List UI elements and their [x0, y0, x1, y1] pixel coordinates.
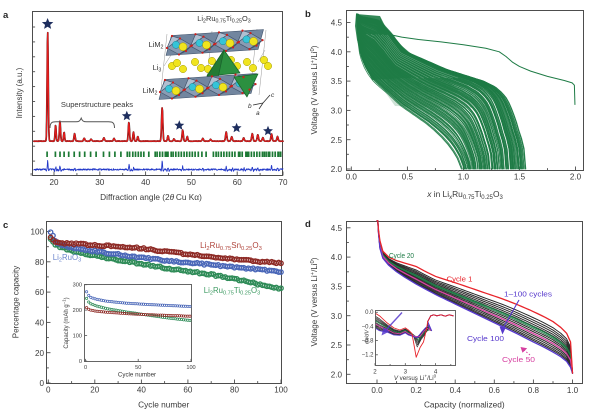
- svg-text:−0.4: −0.4: [362, 324, 375, 330]
- svg-text:Cycle 1: Cycle 1: [447, 275, 473, 284]
- svg-text:Capacity (normalized): Capacity (normalized): [424, 400, 505, 410]
- svg-text:Cycle number: Cycle number: [118, 372, 156, 379]
- svg-text:4: 4: [434, 369, 438, 376]
- svg-text:2.5: 2.5: [331, 136, 343, 145]
- svg-text:LiM2: LiM2: [149, 40, 164, 51]
- svg-text:b: b: [248, 103, 252, 110]
- svg-text:0: 0: [84, 365, 87, 371]
- svg-text:a: a: [3, 10, 9, 21]
- svg-text:0.0: 0.0: [346, 173, 358, 182]
- svg-text:60: 60: [233, 178, 243, 187]
- svg-text:100: 100: [73, 334, 82, 340]
- svg-text:Diffraction angle (2θ Cu Kα): Diffraction angle (2θ Cu Kα): [100, 192, 202, 202]
- svg-text:2.0: 2.0: [331, 165, 343, 174]
- svg-text:0.0: 0.0: [365, 310, 374, 316]
- svg-text:Percentage capacity: Percentage capacity: [12, 266, 21, 339]
- svg-text:3.0: 3.0: [331, 107, 343, 116]
- svg-text:4.5: 4.5: [331, 224, 343, 233]
- svg-text:1.0: 1.0: [458, 173, 470, 182]
- svg-text:Cycle 100: Cycle 100: [467, 334, 504, 343]
- svg-text:3.0: 3.0: [331, 312, 343, 321]
- svg-text:Li2 RuO3: Li2 RuO3: [53, 253, 81, 264]
- svg-text:Voltage (V versus Li+ /Li0 ): Voltage (V versus Li+ /Li0 ): [310, 257, 319, 346]
- svg-text:80: 80: [230, 386, 240, 395]
- svg-text:200: 200: [73, 308, 82, 314]
- svg-text:x in Lix Ru0.75 Ti0.25 O3: x in Lix Ru0.75 Ti0.25 O3: [426, 189, 503, 201]
- svg-text:3: 3: [404, 369, 408, 376]
- svg-text:4.0: 4.0: [331, 253, 343, 262]
- svg-text:100: 100: [186, 365, 195, 371]
- svg-text:−1.2: −1.2: [362, 353, 375, 359]
- svg-text:20: 20: [90, 386, 100, 395]
- svg-text:100: 100: [274, 386, 288, 395]
- svg-text:−0.8: −0.8: [362, 338, 375, 344]
- svg-text:Voltage (V versus Li+ /Li0 ): Voltage (V versus Li+ /Li0 ): [310, 45, 319, 134]
- svg-text:V versus Li+ /Li0: V versus Li+ /Li0: [394, 374, 437, 382]
- svg-text:1.0: 1.0: [567, 386, 579, 395]
- svg-text:2.0: 2.0: [331, 370, 343, 379]
- svg-text:Li2 Ru0.75 Ti0.25 O3: Li2 Ru0.75 Ti0.25 O3: [204, 286, 260, 297]
- svg-text:3.5: 3.5: [331, 77, 343, 86]
- svg-text:0.2: 0.2: [410, 386, 422, 395]
- svg-text:LiM2: LiM2: [143, 86, 158, 97]
- svg-text:20: 20: [49, 178, 59, 187]
- svg-text:b: b: [305, 9, 311, 20]
- svg-text:0: 0: [39, 379, 44, 388]
- svg-text:Li3: Li3: [153, 63, 162, 74]
- svg-text:2: 2: [373, 369, 377, 376]
- svg-text:Cycle 20: Cycle 20: [389, 251, 414, 260]
- svg-text:60: 60: [35, 288, 45, 297]
- svg-text:0.6: 0.6: [489, 386, 501, 395]
- svg-text:4.0: 4.0: [331, 48, 343, 57]
- svg-text:Li2 Ru0.75 Sn0.25 O3: Li2 Ru0.75 Sn0.25 O3: [200, 241, 262, 252]
- svg-text:Superstructure peaks: Superstructure peaks: [61, 100, 133, 109]
- svg-text:a: a: [256, 110, 260, 117]
- svg-text:1–100 cycles: 1–100 cycles: [504, 290, 552, 299]
- svg-text:50: 50: [187, 178, 197, 187]
- svg-text:300: 300: [73, 283, 82, 289]
- svg-text:dx/dV: dx/dV: [365, 329, 371, 345]
- svg-text:30: 30: [95, 178, 105, 187]
- svg-text:2.5: 2.5: [331, 341, 343, 350]
- svg-text:40: 40: [35, 319, 45, 328]
- svg-text:Cycle number: Cycle number: [138, 400, 189, 410]
- svg-text:50: 50: [135, 365, 141, 371]
- svg-text:Capacity (mAh g−1 ): Capacity (mAh g−1 ): [62, 297, 70, 348]
- svg-text:0.4: 0.4: [450, 386, 462, 395]
- svg-text:40: 40: [141, 178, 151, 187]
- svg-text:0.8: 0.8: [528, 386, 540, 395]
- svg-text:3.5: 3.5: [331, 283, 343, 292]
- svg-text:70: 70: [278, 178, 288, 187]
- svg-text:100: 100: [30, 228, 44, 237]
- svg-text:Li2 Ru0.75 Ti0.25 O3: Li2 Ru0.75 Ti0.25 O3: [197, 14, 251, 25]
- svg-text:80: 80: [35, 258, 45, 267]
- svg-text:0.5: 0.5: [402, 173, 414, 182]
- svg-text:Cycle 50: Cycle 50: [502, 355, 535, 364]
- svg-text:60: 60: [183, 386, 193, 395]
- svg-text:20: 20: [35, 349, 45, 358]
- svg-text:0: 0: [79, 359, 82, 365]
- svg-text:0: 0: [46, 386, 51, 395]
- svg-text:1.5: 1.5: [514, 173, 526, 182]
- svg-text:40: 40: [137, 386, 147, 395]
- svg-text:c: c: [271, 92, 275, 99]
- svg-text:d: d: [305, 219, 311, 230]
- svg-text:Intensity (a.u.): Intensity (a.u.): [15, 67, 24, 118]
- svg-text:2.0: 2.0: [570, 173, 582, 182]
- svg-text:4.5: 4.5: [331, 19, 343, 28]
- svg-text:c: c: [3, 220, 8, 231]
- svg-text:0.0: 0.0: [371, 386, 383, 395]
